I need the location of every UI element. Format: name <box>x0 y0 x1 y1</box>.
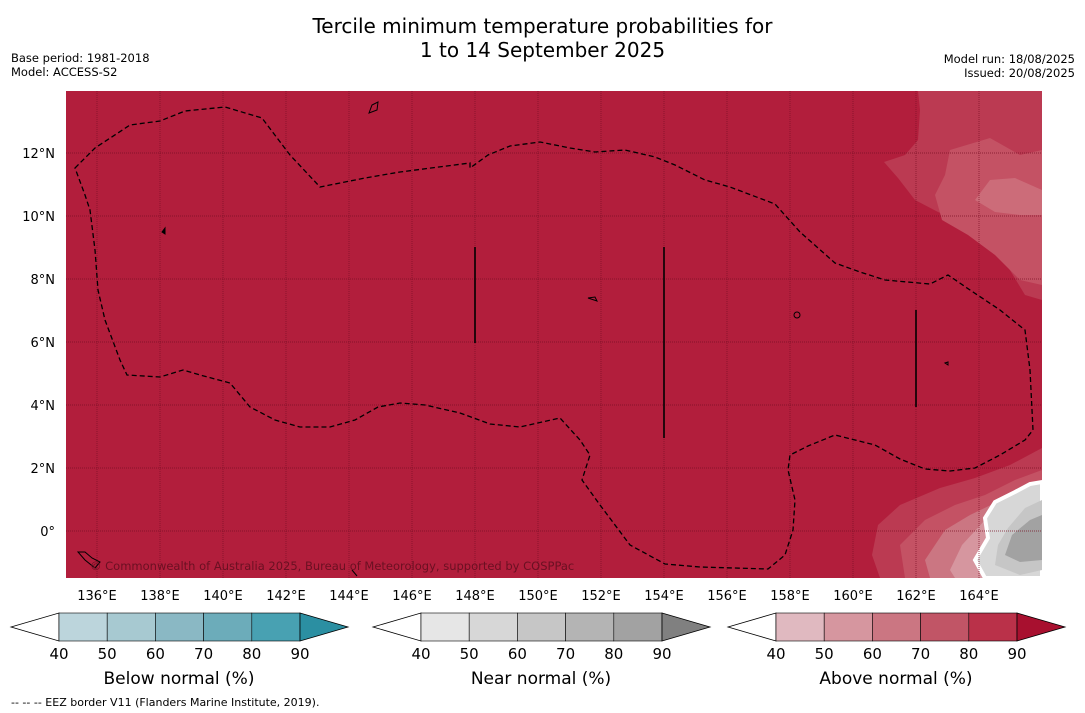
lon-tick-label: 148°E <box>455 589 495 604</box>
below-normal-label: Below normal (%) <box>103 669 255 689</box>
colorbar-tick-label: 70 <box>194 645 213 663</box>
title-line-2: 1 to 14 September 2025 <box>419 38 666 62</box>
lat-tick-label: 6°N <box>31 336 56 351</box>
colorbar-segment <box>920 612 970 642</box>
probability-patch-upper-light <box>975 178 1042 215</box>
grid-lines <box>66 91 1042 578</box>
colorbar-segment <box>823 612 873 642</box>
lon-tick-label: 156°E <box>707 589 747 604</box>
colorbar-segment <box>613 612 663 642</box>
lon-tick-label: 160°E <box>833 589 873 604</box>
above-normal-field <box>66 91 1042 578</box>
colorbar-tick-label: 60 <box>146 645 165 663</box>
lat-tick-label: 2°N <box>31 462 56 477</box>
lon-tick-label: 152°E <box>581 589 621 604</box>
colorbar-tick-label: 50 <box>815 645 834 663</box>
lon-tick-label: 164°E <box>959 589 999 604</box>
colorbar-segment <box>517 612 566 642</box>
colorbar-segment <box>968 612 1018 642</box>
colorbar-segment <box>420 612 470 642</box>
lon-tick-label: 138°E <box>140 589 180 604</box>
colorbar-segment <box>775 612 825 642</box>
colorbar-tick-label: 90 <box>1007 645 1026 663</box>
model-run-text: Model run: 18/08/2025 <box>943 52 1075 66</box>
colorbar-min-extension <box>9 612 60 642</box>
issued-text: Issued: 20/08/2025 <box>964 66 1075 80</box>
colorbar-tick-label: 80 <box>604 645 623 663</box>
lat-tick-label: 8°N <box>31 273 56 288</box>
latitude-labels: 12°N 10°N 8°N 6°N 4°N 2°N 0° <box>22 147 55 540</box>
colorbar-tick-label: 50 <box>460 645 479 663</box>
colorbar-segment <box>203 612 253 642</box>
colorbar-min-extension <box>726 612 777 642</box>
lon-tick-label: 136°E <box>77 589 117 604</box>
colorbar-segment <box>155 612 204 642</box>
title-line-1: Tercile minimum temperature probabilitie… <box>312 14 773 38</box>
colorbar-tick-label: 40 <box>49 645 68 663</box>
near-normal-core <box>1005 515 1042 562</box>
colorbar-segment <box>468 612 518 642</box>
colorbar-tick-label: 70 <box>556 645 575 663</box>
model-text: Model: ACCESS-S2 <box>11 65 118 79</box>
lon-tick-label: 140°E <box>203 589 243 604</box>
eez-border-west <box>74 106 1034 570</box>
near-normal-label: Near normal (%) <box>470 669 612 689</box>
copyright-text: © Commonwealth of Australia 2025, Bureau… <box>90 559 574 573</box>
eez-footnote: -- -- -- EEZ border V11 (Flanders Marine… <box>11 696 320 709</box>
colorbar-tick-label: 90 <box>290 645 309 663</box>
colorbar-tick-label: 60 <box>508 645 527 663</box>
lon-tick-label: 154°E <box>644 589 684 604</box>
probability-patch-upper-mid <box>935 138 1042 285</box>
lon-tick-label: 162°E <box>896 589 936 604</box>
colorbar-segment <box>565 612 615 642</box>
lon-tick-label: 146°E <box>392 589 432 604</box>
colorbar-tick-label: 40 <box>411 645 430 663</box>
lon-tick-label: 150°E <box>518 589 558 604</box>
colorbar-segment <box>58 612 108 642</box>
colorbar-tick-label: 80 <box>959 645 978 663</box>
colorbar-tick-label: 70 <box>911 645 930 663</box>
colorbar-max-extension <box>299 612 350 642</box>
lon-tick-label: 158°E <box>770 589 810 604</box>
colorbar-segment <box>251 612 301 642</box>
lon-tick-label: 144°E <box>329 589 369 604</box>
colorbar-tick-label: 40 <box>766 645 785 663</box>
longitude-labels: 136°E 138°E 140°E 142°E 144°E 146°E 148°E 150°E… <box>77 589 999 604</box>
meta-right: Model run: 18/08/2025 Issued: 20/08/2025 <box>944 52 1075 80</box>
chart-title: Tercile minimum temperature probabilitie… <box>0 14 1085 62</box>
lat-tick-label: 0° <box>40 525 55 540</box>
islands <box>76 101 949 577</box>
lat-tick-label: 10°N <box>22 210 55 225</box>
colorbar-tick-label: 90 <box>652 645 671 663</box>
colorbar-segment <box>106 612 156 642</box>
colorbar-tick-label: 80 <box>242 645 261 663</box>
colorbar-max-extension <box>1016 612 1067 642</box>
meta-left: Base period: 1981-2018 Model: ACCESS-S2 <box>11 51 150 79</box>
grid-markers <box>474 247 917 438</box>
colorbar-min-extension <box>371 612 422 642</box>
colorbar-tick-label: 60 <box>863 645 882 663</box>
lat-tick-label: 12°N <box>22 147 55 162</box>
above-normal-label: Above normal (%) <box>819 669 973 689</box>
colorbars: 40 50 60 70 80 90 40 50 60 70 80 90 40 50 60 70 80 90 <box>9 612 1067 663</box>
colorbar-tick-label: 50 <box>98 645 117 663</box>
colorbar-segment <box>872 612 921 642</box>
colorbar-max-extension <box>661 612 712 642</box>
map-area: © Commonwealth of Australia 2025, Bureau… <box>66 91 1042 578</box>
lat-tick-label: 4°N <box>31 399 56 414</box>
lon-tick-label: 142°E <box>266 589 306 604</box>
base-period-text: Base period: 1981-2018 <box>11 51 150 65</box>
